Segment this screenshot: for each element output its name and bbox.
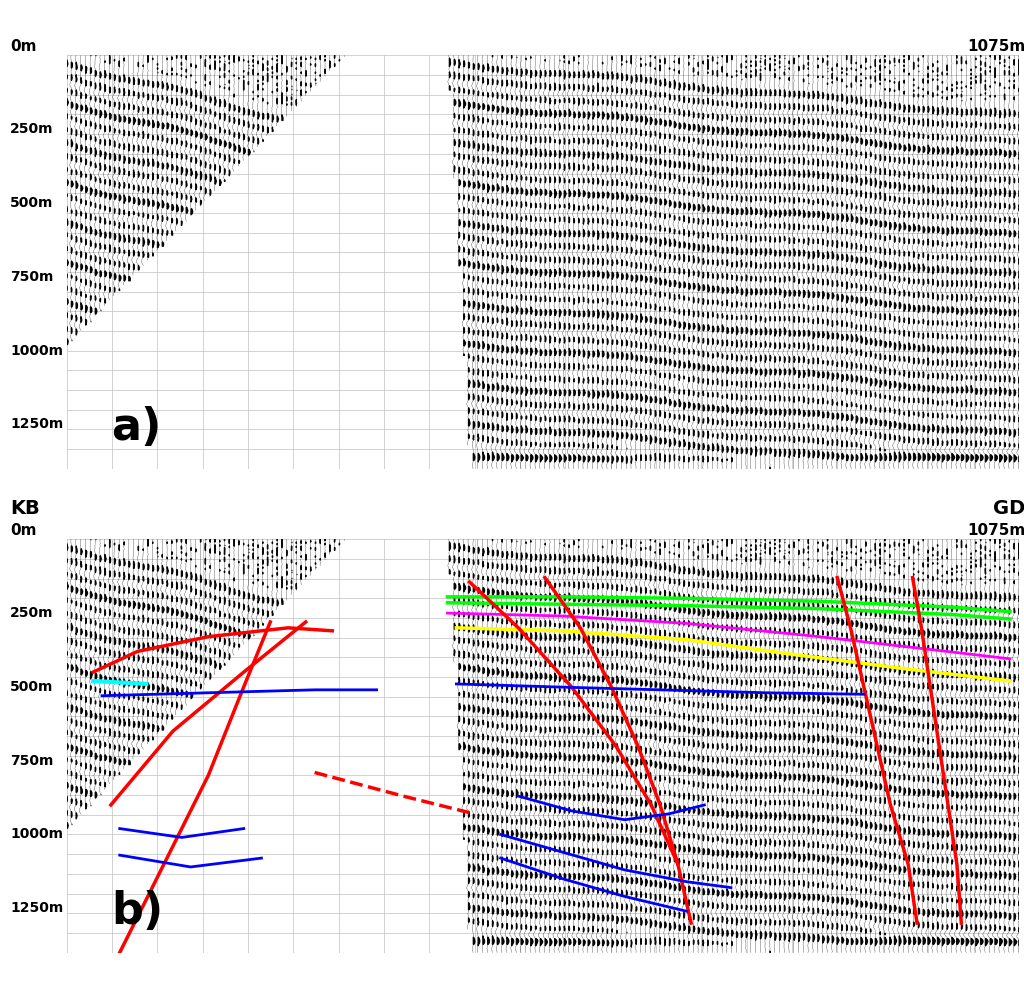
Text: 250m: 250m [10,122,53,136]
Text: KB: KB [10,499,40,518]
Text: 0m: 0m [10,523,37,538]
Text: 750m: 750m [10,270,53,284]
Text: 1250m: 1250m [10,417,63,431]
Text: 1250m: 1250m [10,901,63,915]
Text: 1075m: 1075m [968,523,1024,538]
Text: a): a) [111,406,161,449]
Text: 250m: 250m [10,606,53,620]
Text: 1000m: 1000m [10,344,63,358]
Text: 0m: 0m [10,39,37,54]
Text: GD: GD [993,499,1024,518]
Text: 1075m: 1075m [968,39,1024,54]
Text: 1000m: 1000m [10,828,63,842]
Text: 750m: 750m [10,754,53,768]
Text: b): b) [111,890,163,932]
Text: 500m: 500m [10,679,53,694]
Text: 500m: 500m [10,196,53,210]
